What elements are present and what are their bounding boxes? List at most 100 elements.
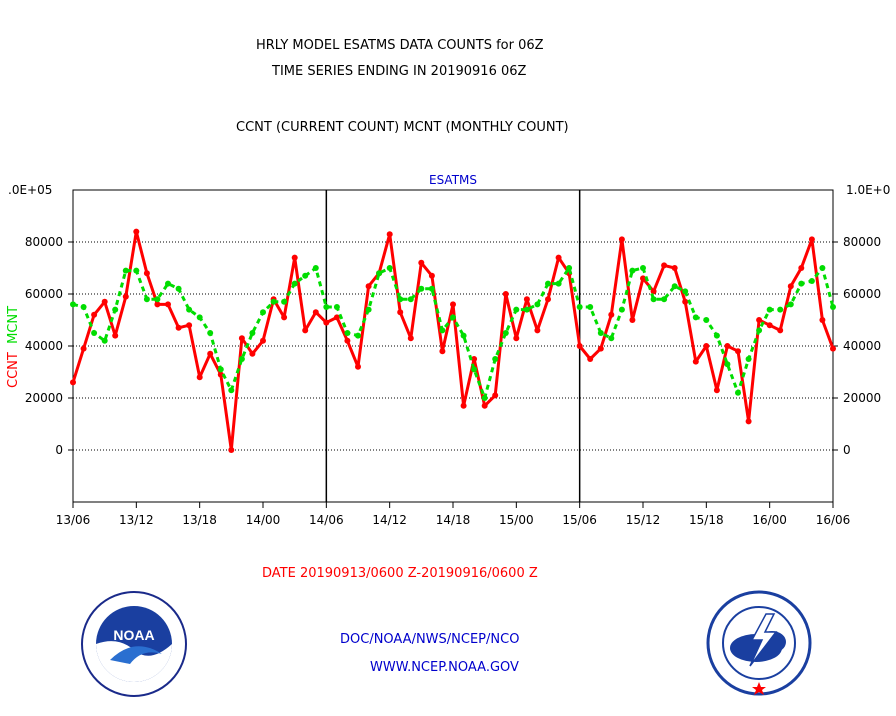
data-point-ccnt: [682, 298, 689, 305]
data-point-mcnt: [450, 314, 456, 321]
data-point-mcnt: [91, 330, 98, 336]
data-point-ccnt: [618, 236, 625, 243]
data-point-mcnt: [618, 306, 625, 313]
x-tick-label: 13/18: [182, 513, 217, 527]
data-point-mcnt: [70, 301, 76, 308]
y-tick-label-left: 20000: [25, 391, 63, 405]
data-point-ccnt: [555, 254, 562, 261]
data-point-ccnt: [355, 363, 361, 370]
data-point-ccnt: [70, 379, 76, 386]
data-point-mcnt: [713, 332, 720, 339]
data-point-mcnt: [798, 280, 805, 287]
data-point-ccnt: [397, 309, 404, 316]
ylabel-ccnt: CCNT: [6, 352, 21, 388]
x-tick-label: 13/06: [56, 513, 91, 527]
data-point-ccnt: [534, 327, 541, 334]
data-point-mcnt: [587, 304, 594, 310]
x-tick-label: 15/06: [562, 513, 597, 527]
data-point-mcnt: [407, 296, 414, 303]
data-point-mcnt: [555, 280, 562, 287]
data-point-mcnt: [724, 361, 731, 368]
data-point-mcnt: [260, 309, 266, 316]
data-point-ccnt: [439, 348, 446, 355]
data-point-mcnt: [165, 280, 171, 287]
data-point-mcnt: [523, 306, 530, 313]
y-tick-label-right: 40000: [843, 339, 881, 353]
data-point-ccnt: [312, 309, 319, 316]
data-point-mcnt: [281, 298, 288, 305]
y-tick-label-left: 80000: [25, 235, 63, 249]
y-top-left-label: .0E+05: [8, 183, 52, 197]
data-point-ccnt: [460, 402, 467, 409]
chart-title: ESATMS: [429, 173, 477, 187]
data-point-ccnt: [692, 358, 699, 365]
data-point-mcnt: [830, 304, 836, 310]
data-point-mcnt: [735, 389, 741, 396]
data-point-mcnt: [787, 301, 794, 308]
data-point-mcnt: [545, 280, 551, 287]
data-point-mcnt: [112, 306, 119, 313]
data-point-ccnt: [650, 288, 657, 295]
data-point-mcnt: [175, 285, 182, 292]
x-tick-label: 14/06: [309, 513, 344, 527]
data-point-ccnt: [745, 418, 752, 425]
data-point-mcnt: [513, 306, 520, 313]
header-title-line1: HRLY MODEL ESATMS DATA COUNTS for 06Z: [256, 38, 544, 53]
data-point-ccnt: [91, 311, 98, 318]
data-point-mcnt: [640, 265, 646, 271]
data-point-mcnt: [80, 304, 87, 310]
data-point-ccnt: [133, 228, 140, 235]
data-point-mcnt: [101, 337, 108, 344]
data-point-ccnt: [249, 350, 256, 357]
data-point-mcnt: [629, 267, 636, 274]
x-tick-label: 14/00: [246, 513, 281, 527]
data-point-ccnt: [471, 356, 478, 362]
data-point-ccnt: [217, 371, 224, 378]
data-point-ccnt: [260, 337, 266, 344]
data-point-mcnt: [312, 265, 319, 271]
data-point-mcnt: [302, 272, 309, 279]
data-point-mcnt: [566, 265, 573, 271]
data-point-mcnt: [238, 356, 245, 362]
data-point-mcnt: [492, 356, 499, 362]
data-point-mcnt: [682, 288, 689, 295]
data-point-ccnt: [386, 231, 393, 238]
header-title-line3: CCNT (CURRENT COUNT) MCNT (MONTHLY COUNT…: [236, 120, 569, 135]
data-point-mcnt: [819, 265, 826, 271]
y-tick-label-left: 0: [55, 443, 63, 457]
data-point-ccnt: [418, 259, 425, 266]
data-point-ccnt: [808, 236, 815, 243]
nws-logo: [706, 590, 812, 696]
data-point-mcnt: [122, 267, 129, 274]
x-tick-label: 16/06: [816, 513, 851, 527]
data-point-ccnt: [671, 265, 678, 271]
x-tick-label: 13/12: [119, 513, 154, 527]
data-point-ccnt: [640, 275, 646, 282]
data-point-mcnt: [460, 332, 467, 339]
data-point-ccnt: [281, 314, 288, 321]
data-point-ccnt: [175, 324, 182, 331]
data-point-ccnt: [629, 317, 636, 323]
data-point-mcnt: [692, 314, 699, 321]
data-point-ccnt: [407, 335, 414, 342]
data-point-ccnt: [545, 296, 551, 303]
data-point-ccnt: [587, 356, 594, 362]
data-point-ccnt: [428, 272, 435, 279]
data-point-ccnt: [365, 283, 372, 290]
data-point-ccnt: [238, 335, 245, 342]
data-point-mcnt: [196, 314, 203, 321]
data-point-mcnt: [756, 327, 763, 334]
data-point-mcnt: [608, 335, 615, 342]
url-link[interactable]: WWW.NCEP.NOAA.GOV: [370, 660, 519, 675]
x-tick-label: 15/12: [626, 513, 661, 527]
data-point-ccnt: [207, 350, 214, 357]
data-point-mcnt: [481, 395, 488, 401]
y-tick-label-right: 60000: [843, 287, 881, 301]
y-tick-label-right: 80000: [843, 235, 881, 249]
data-point-mcnt: [502, 330, 509, 336]
data-point-mcnt: [418, 285, 425, 292]
data-point-ccnt: [80, 345, 87, 352]
data-point-ccnt: [154, 301, 161, 308]
y-tick-label-left: 60000: [25, 287, 63, 301]
